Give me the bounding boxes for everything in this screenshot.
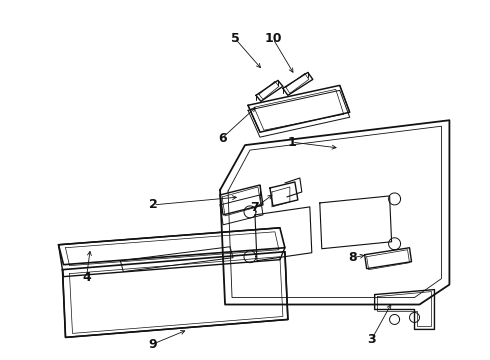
Text: 5: 5 [231, 32, 240, 45]
Text: 9: 9 [148, 338, 157, 351]
Text: 1: 1 [288, 136, 296, 149]
Text: 10: 10 [264, 32, 282, 45]
Text: 6: 6 [218, 132, 226, 145]
Text: 2: 2 [149, 198, 158, 211]
Text: 7: 7 [250, 201, 259, 215]
Text: 4: 4 [82, 271, 91, 284]
Text: 8: 8 [348, 251, 357, 264]
Text: 3: 3 [368, 333, 376, 346]
